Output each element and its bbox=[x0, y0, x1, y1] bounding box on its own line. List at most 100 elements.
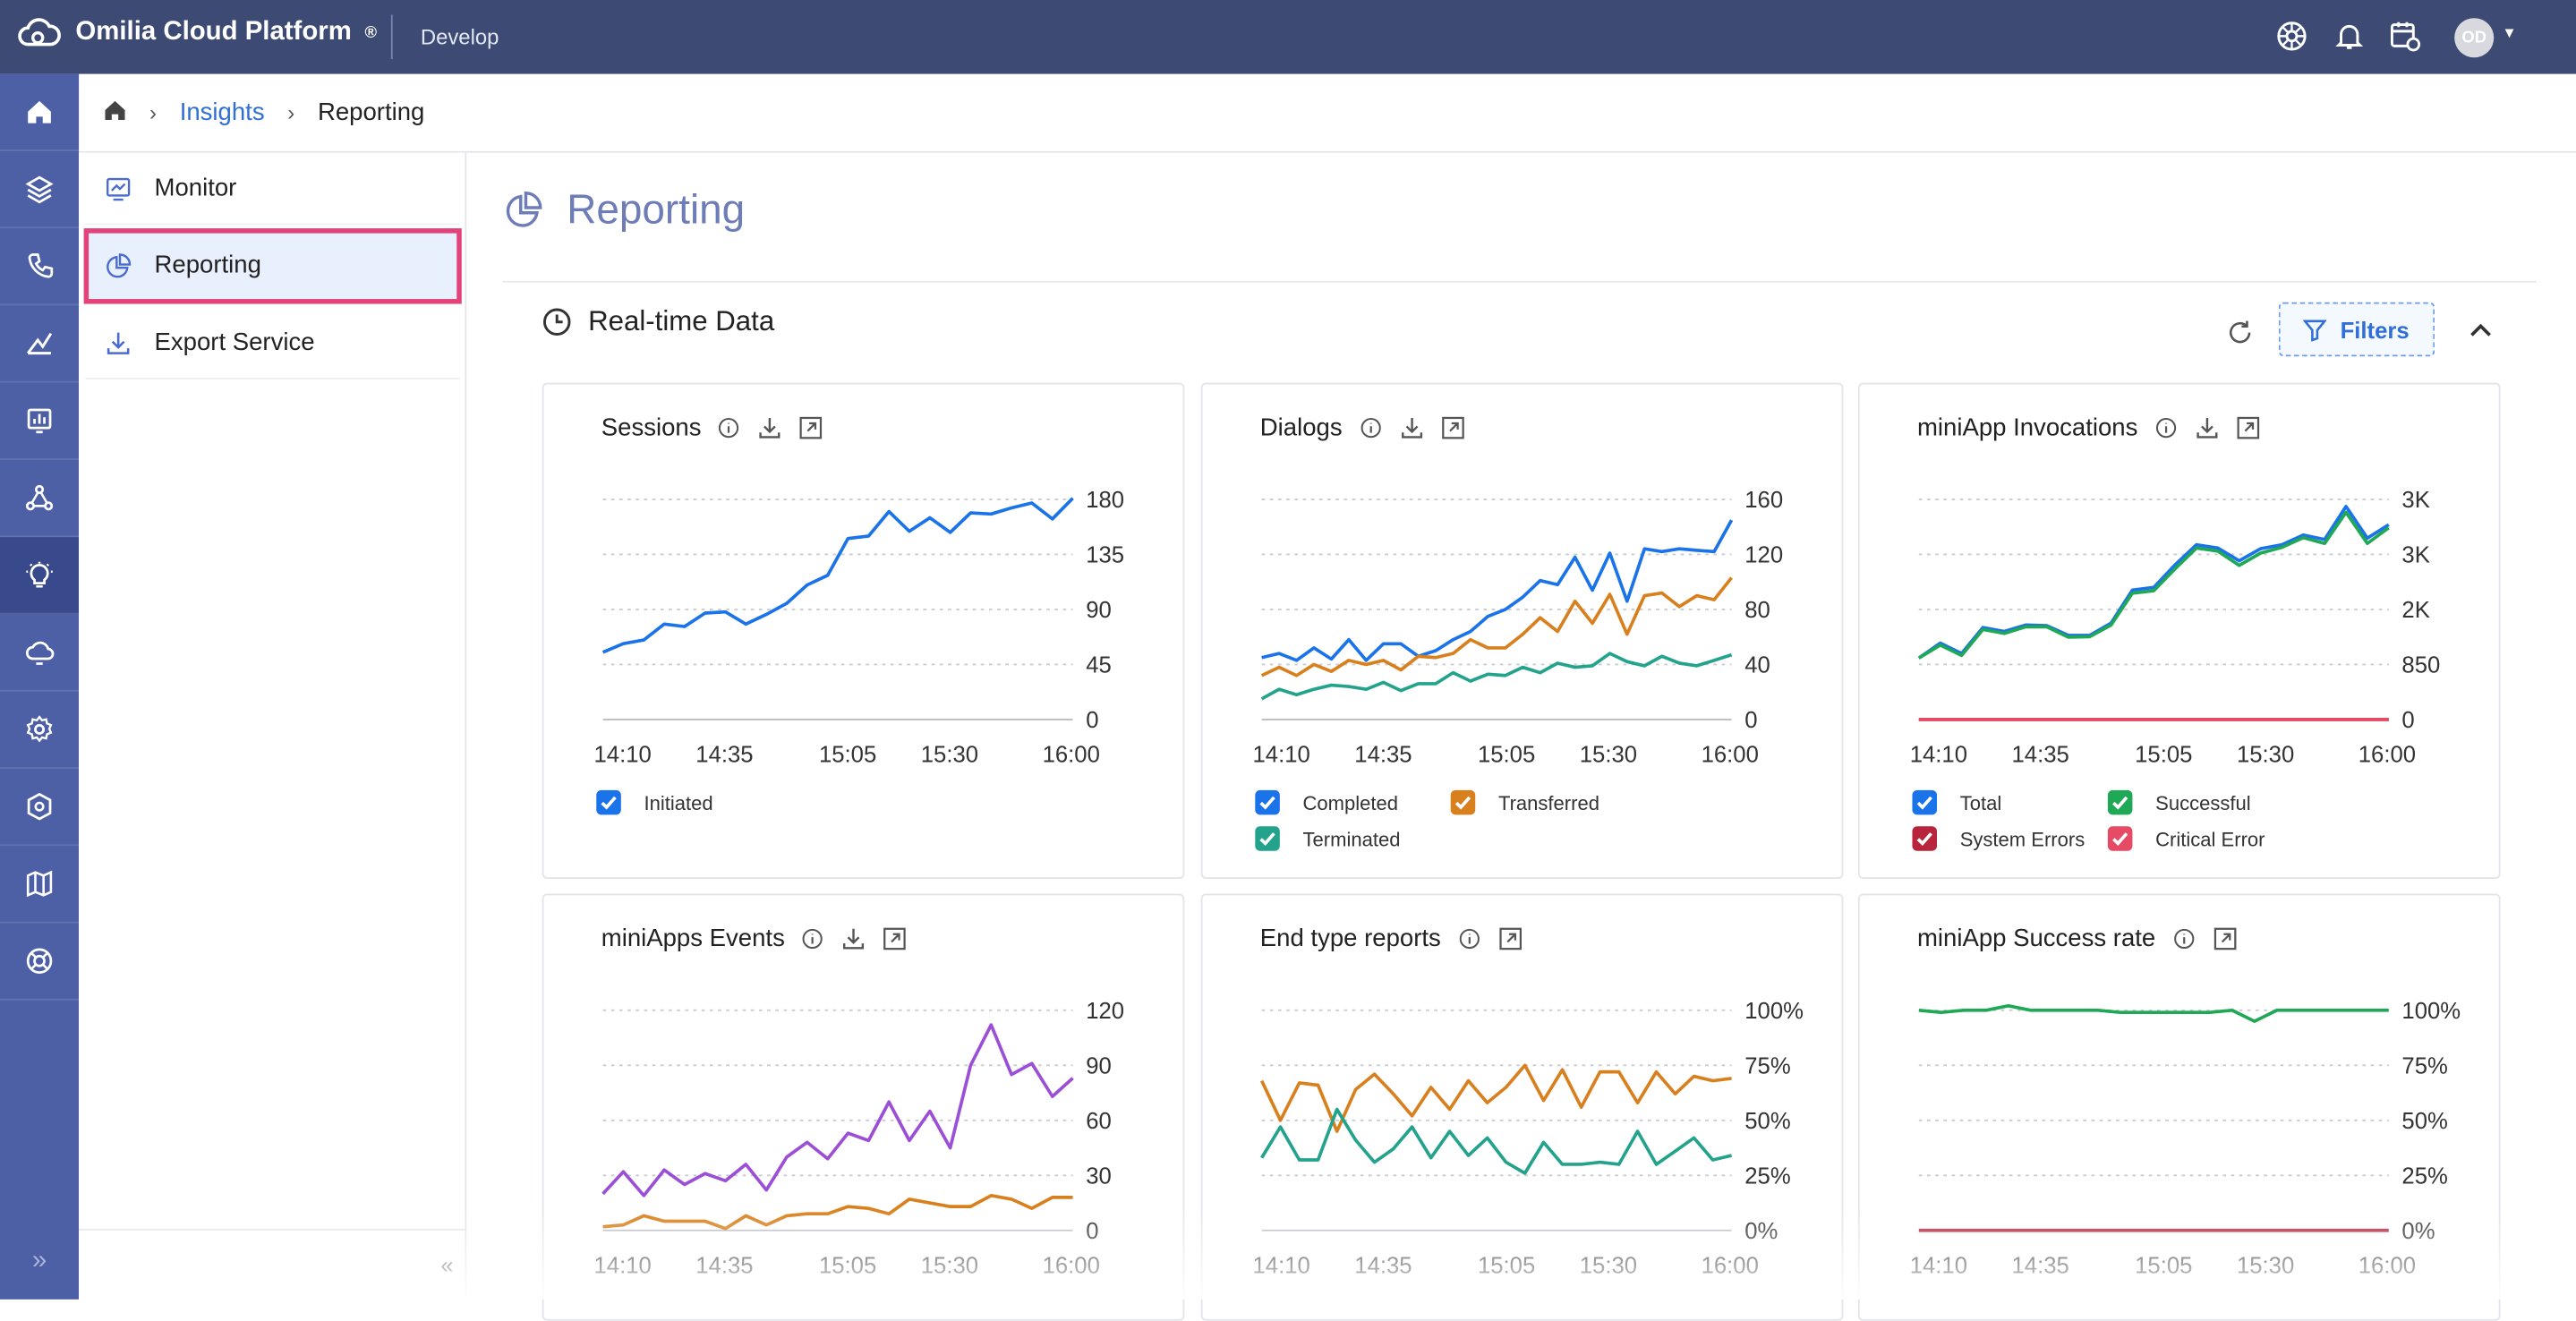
chart-card-miniapp-invocations: miniApp Invocations 0 850 2K 3K 3K 14:10 14:35… bbox=[1857, 382, 2501, 879]
rail-analytics-icon[interactable] bbox=[0, 305, 80, 383]
info-icon[interactable] bbox=[716, 414, 742, 440]
left-rail: » bbox=[0, 73, 80, 1300]
breadcrumb-insights-link[interactable]: Insights bbox=[179, 98, 265, 127]
download-icon[interactable] bbox=[757, 414, 783, 440]
brand[interactable]: Omilia Cloud Platform ® bbox=[16, 16, 377, 49]
expand-icon[interactable] bbox=[798, 414, 824, 440]
collapse-sidebar-icon[interactable]: « bbox=[79, 1228, 467, 1300]
y-tick-label: 50% bbox=[1744, 1109, 1790, 1134]
subnav-item-monitor[interactable]: Monitor bbox=[85, 153, 460, 226]
series-line-successful bbox=[1917, 510, 2390, 660]
legend-item[interactable]: Critical Error bbox=[2107, 826, 2265, 851]
card-title: Dialogs bbox=[1259, 413, 1343, 442]
rail-map-icon[interactable] bbox=[0, 846, 80, 924]
environment-label[interactable]: Develop bbox=[420, 24, 499, 50]
x-tick-label: 15:05 bbox=[819, 743, 876, 768]
legend-item[interactable]: Total bbox=[1912, 789, 2001, 815]
checkbox-checked-icon[interactable] bbox=[1255, 789, 1280, 815]
info-icon[interactable] bbox=[1455, 925, 1481, 951]
series-line-total bbox=[1917, 505, 2390, 660]
legend-item[interactable]: System Errors bbox=[1912, 826, 2085, 851]
rail-network-icon[interactable] bbox=[0, 460, 80, 538]
legend-item[interactable]: Terminated bbox=[1255, 826, 1401, 851]
checkbox-checked-icon[interactable] bbox=[2107, 826, 2133, 851]
series-line-success bbox=[1918, 1004, 2389, 1023]
y-tick-label: 45 bbox=[1086, 653, 1112, 678]
pie-chart-icon bbox=[107, 252, 132, 277]
expand-icon[interactable] bbox=[882, 925, 908, 951]
legend-item[interactable]: Completed bbox=[1255, 789, 1399, 815]
info-icon[interactable] bbox=[799, 925, 825, 951]
download-icon[interactable] bbox=[1398, 414, 1424, 440]
chevron-up-icon[interactable] bbox=[2464, 314, 2497, 347]
filters-button[interactable]: Filters bbox=[2278, 302, 2435, 357]
line-chart: 0% 25% 50% 75% 100% 14:10 14:35 15:05 15:30 16:00 bbox=[1910, 999, 2461, 1278]
legend-label: Terminated bbox=[1302, 827, 1401, 850]
y-tick-label: 850 bbox=[2401, 653, 2440, 678]
rail-report-icon[interactable] bbox=[0, 383, 80, 460]
expand-icon[interactable] bbox=[1497, 925, 1523, 951]
rail-shield-settings-icon[interactable] bbox=[0, 769, 80, 847]
rail-insights-icon[interactable] bbox=[0, 537, 80, 615]
card-title: Sessions bbox=[601, 413, 702, 442]
rail-home-icon[interactable] bbox=[0, 74, 80, 151]
card-header: miniApp Success rate bbox=[1917, 925, 2238, 953]
x-tick-label: 16:00 bbox=[1043, 743, 1100, 768]
y-tick-label: 40 bbox=[1744, 653, 1770, 678]
filters-label: Filters bbox=[2340, 316, 2410, 343]
legend-item[interactable]: Transferred bbox=[1450, 789, 1599, 815]
info-icon[interactable] bbox=[2171, 925, 2196, 951]
y-tick-label: 3K bbox=[2401, 543, 2429, 568]
settings-wheel-icon[interactable] bbox=[2273, 18, 2309, 54]
x-tick-label: 14:10 bbox=[593, 743, 651, 768]
subnav-item-export-service[interactable]: Export Service bbox=[85, 307, 460, 379]
info-icon[interactable] bbox=[1357, 414, 1383, 440]
y-tick-label: 25% bbox=[2401, 1163, 2447, 1189]
checkbox-checked-icon[interactable] bbox=[1255, 826, 1280, 851]
checkbox-checked-icon[interactable] bbox=[1912, 826, 1938, 851]
y-tick-label: 80 bbox=[1744, 598, 1770, 623]
subnav-item-label: Export Service bbox=[154, 328, 315, 357]
rail-support-icon[interactable] bbox=[0, 924, 80, 1001]
subnav-item-label: Monitor bbox=[154, 174, 237, 202]
rail-phone-icon[interactable] bbox=[0, 228, 80, 306]
refresh-icon[interactable] bbox=[2222, 314, 2257, 350]
y-tick-label: 0% bbox=[1744, 1219, 1778, 1244]
x-tick-label: 15:30 bbox=[1580, 743, 1637, 768]
rail-cloud-icon[interactable] bbox=[0, 614, 80, 692]
chevron-down-icon[interactable]: ▼ bbox=[2502, 24, 2517, 41]
x-tick-label: 15:30 bbox=[921, 743, 978, 768]
x-tick-label: 14:35 bbox=[695, 743, 753, 768]
legend-label: Completed bbox=[1302, 790, 1399, 814]
y-tick-label: 30 bbox=[1086, 1163, 1112, 1189]
rail-gear-icon[interactable] bbox=[0, 692, 80, 769]
card-title: miniApps Events bbox=[601, 925, 785, 953]
rail-layers-icon[interactable] bbox=[0, 151, 80, 229]
checkbox-checked-icon[interactable] bbox=[1912, 789, 1938, 815]
avatar[interactable]: OD bbox=[2454, 18, 2495, 58]
series-line-initiated bbox=[601, 497, 1074, 654]
download-icon[interactable] bbox=[840, 925, 866, 951]
monitor-icon bbox=[107, 176, 131, 200]
checkbox-checked-icon[interactable] bbox=[2107, 789, 2133, 815]
legend-item[interactable]: Initiated bbox=[596, 789, 713, 815]
checkbox-checked-icon[interactable] bbox=[596, 789, 621, 815]
checkbox-checked-icon[interactable] bbox=[1450, 789, 1476, 815]
download-icon[interactable] bbox=[2194, 414, 2220, 440]
x-tick-label: 14:10 bbox=[1910, 1253, 1967, 1278]
expand-rail-icon[interactable]: » bbox=[31, 1247, 47, 1275]
subnav-item-reporting[interactable]: Reporting bbox=[83, 228, 462, 304]
home-icon[interactable] bbox=[104, 98, 127, 127]
subnav-item-label: Reporting bbox=[154, 251, 261, 280]
legend-label: Transferred bbox=[1497, 790, 1599, 814]
expand-icon[interactable] bbox=[2212, 925, 2238, 951]
x-tick-label: 15:30 bbox=[2237, 1253, 2294, 1278]
expand-icon[interactable] bbox=[1439, 414, 1465, 440]
bell-icon[interactable] bbox=[2332, 18, 2367, 54]
legend-label: Initiated bbox=[644, 790, 713, 814]
expand-icon[interactable] bbox=[2235, 414, 2261, 440]
legend-item[interactable]: Successful bbox=[2107, 789, 2251, 815]
y-tick-label: 75% bbox=[2401, 1053, 2447, 1078]
calendar-settings-icon[interactable] bbox=[2387, 18, 2423, 54]
info-icon[interactable] bbox=[2153, 414, 2179, 440]
